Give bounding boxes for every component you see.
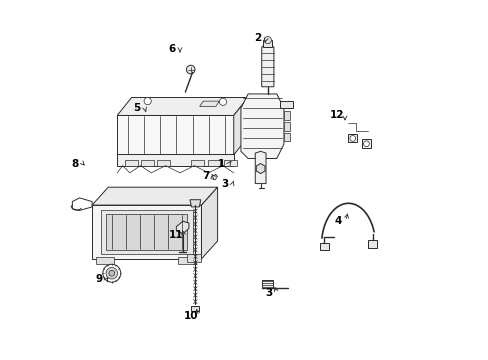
Polygon shape (92, 187, 217, 205)
Text: 11: 11 (168, 230, 183, 239)
Polygon shape (255, 151, 265, 184)
Polygon shape (125, 160, 138, 166)
Polygon shape (117, 98, 247, 116)
Polygon shape (176, 221, 188, 234)
Text: 3: 3 (221, 179, 228, 189)
Text: 6: 6 (168, 44, 175, 54)
Polygon shape (284, 111, 290, 120)
Polygon shape (178, 257, 196, 264)
Polygon shape (261, 280, 273, 288)
Polygon shape (223, 160, 236, 166)
Polygon shape (348, 134, 357, 142)
Circle shape (264, 37, 271, 44)
Text: 3: 3 (264, 288, 272, 298)
Circle shape (102, 264, 121, 282)
Polygon shape (117, 116, 233, 155)
Polygon shape (201, 187, 217, 259)
Circle shape (219, 98, 226, 105)
Polygon shape (256, 163, 264, 174)
Polygon shape (92, 205, 201, 259)
Circle shape (186, 65, 195, 74)
Circle shape (363, 141, 368, 147)
Polygon shape (187, 253, 201, 262)
Polygon shape (190, 200, 201, 207)
Polygon shape (280, 101, 292, 108)
Polygon shape (284, 122, 290, 131)
Circle shape (349, 135, 355, 141)
Polygon shape (367, 240, 376, 248)
Polygon shape (191, 306, 199, 311)
Circle shape (144, 98, 151, 105)
Polygon shape (157, 160, 170, 166)
Polygon shape (96, 257, 113, 264)
Text: 5: 5 (133, 103, 140, 113)
Text: 2: 2 (254, 33, 261, 43)
Text: 9: 9 (96, 274, 102, 284)
Text: 7: 7 (202, 171, 209, 181)
Polygon shape (261, 44, 273, 87)
Polygon shape (101, 211, 192, 253)
Polygon shape (117, 154, 233, 166)
Polygon shape (207, 160, 220, 166)
Polygon shape (199, 101, 219, 107)
Text: 12: 12 (329, 111, 344, 121)
Polygon shape (233, 98, 247, 155)
Polygon shape (106, 214, 187, 250)
Text: 1: 1 (217, 159, 224, 169)
Polygon shape (263, 40, 272, 47)
Polygon shape (210, 174, 217, 180)
Circle shape (106, 267, 117, 279)
Polygon shape (191, 160, 204, 166)
Polygon shape (141, 160, 154, 166)
Text: 8: 8 (71, 159, 79, 169)
Text: 4: 4 (333, 216, 341, 226)
Polygon shape (319, 243, 328, 250)
Text: 10: 10 (184, 311, 198, 321)
Polygon shape (284, 133, 290, 141)
Polygon shape (362, 139, 370, 148)
Polygon shape (241, 94, 284, 158)
Circle shape (109, 270, 115, 276)
